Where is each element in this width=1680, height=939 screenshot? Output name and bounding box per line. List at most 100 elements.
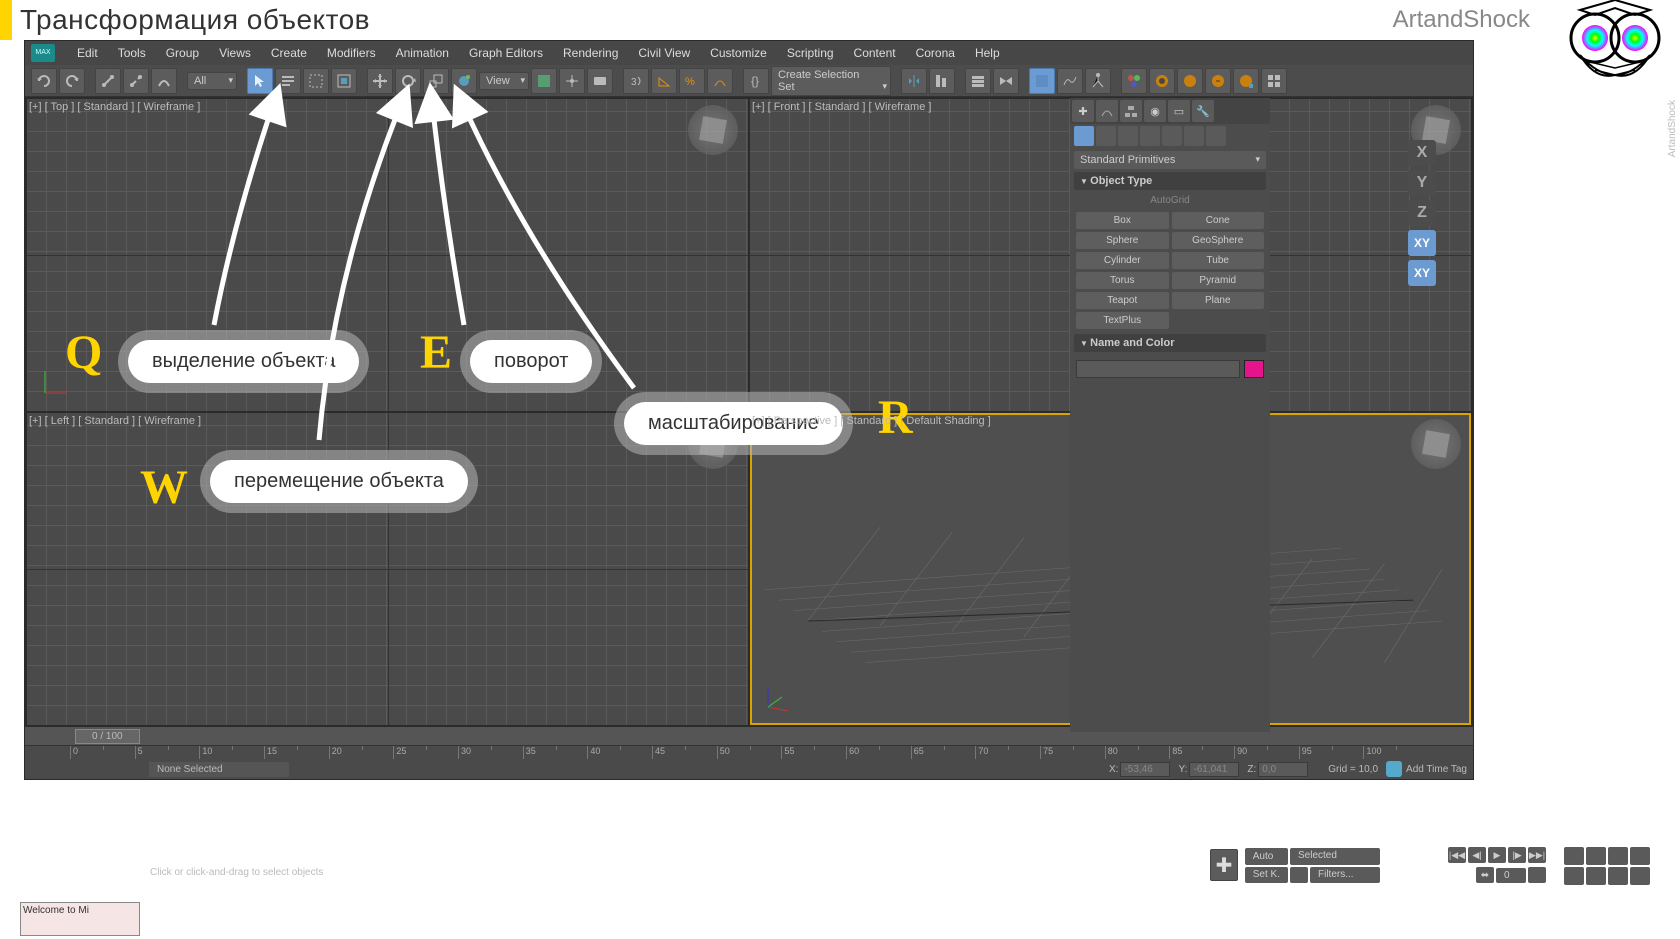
undo-button[interactable] [31, 68, 57, 94]
select-region-button[interactable] [303, 68, 329, 94]
lights-tab[interactable] [1118, 126, 1138, 146]
geometry-tab[interactable] [1074, 126, 1094, 146]
render-prod-button[interactable] [1233, 68, 1259, 94]
manipulate-button[interactable] [559, 68, 585, 94]
viewport-front-label[interactable]: [+] [ Front ] [ Standard ] [ Wireframe ] [752, 101, 931, 113]
window-crossing-button[interactable] [331, 68, 357, 94]
menu-modifiers[interactable]: Modifiers [317, 46, 386, 60]
render-frame-button[interactable] [1177, 68, 1203, 94]
curve-editor-button[interactable] [1029, 68, 1055, 94]
goto-start-button[interactable]: |◀◀ [1448, 847, 1466, 863]
autogrid-checkbox[interactable]: AutoGrid [1070, 192, 1270, 209]
render-button[interactable] [1205, 68, 1231, 94]
menu-scripting[interactable]: Scripting [777, 46, 844, 60]
cone-button[interactable]: Cone [1172, 212, 1265, 229]
object-name-input[interactable] [1076, 360, 1240, 378]
menu-civil[interactable]: Civil View [628, 46, 700, 60]
rotate-button[interactable] [395, 68, 421, 94]
time-slider-handle[interactable]: 0 / 100 [75, 729, 140, 744]
menu-bar[interactable]: MAX Edit Tools Group Views Create Modifi… [25, 41, 1473, 65]
cylinder-button[interactable]: Cylinder [1076, 252, 1169, 269]
toggle-ribbon-button[interactable] [993, 68, 1019, 94]
menu-tools[interactable]: Tools [108, 46, 156, 60]
zoom-button[interactable] [1564, 847, 1584, 865]
plane-button[interactable]: Plane [1172, 292, 1265, 309]
app-logo-icon[interactable]: MAX [31, 44, 55, 62]
move-button[interactable] [367, 68, 393, 94]
placement-button[interactable] [451, 68, 477, 94]
helpers-tab[interactable] [1162, 126, 1182, 146]
render-online-button[interactable] [1261, 68, 1287, 94]
x-constraint-button[interactable]: X [1408, 140, 1436, 166]
next-frame-button[interactable]: |▶ [1508, 847, 1526, 863]
maxscript-listener[interactable]: Welcome to Mi [20, 902, 140, 936]
dope-sheet-button[interactable] [1057, 68, 1083, 94]
menu-edit[interactable]: Edit [67, 46, 108, 60]
play-button[interactable]: ▶ [1488, 847, 1506, 863]
keyboard-shortcut-button[interactable] [587, 68, 613, 94]
prev-frame-button[interactable]: ◀| [1468, 847, 1486, 863]
z-constraint-button[interactable]: Z [1408, 200, 1436, 226]
add-time-tag[interactable]: Add Time Tag [1406, 764, 1467, 775]
set-key-mode-button[interactable]: Set K. [1245, 867, 1288, 883]
set-key-button[interactable]: ✚ [1210, 849, 1238, 881]
maximize-button[interactable] [1630, 867, 1650, 885]
cameras-tab[interactable] [1140, 126, 1160, 146]
selection-filter-dropdown[interactable]: All [187, 72, 237, 90]
select-by-name-button[interactable] [275, 68, 301, 94]
menu-animation[interactable]: Animation [386, 46, 459, 60]
time-config-button[interactable]: ⬌ [1476, 867, 1494, 883]
key-icon[interactable] [1290, 867, 1308, 883]
auto-key-button[interactable]: Auto [1245, 848, 1288, 865]
systems-tab[interactable] [1206, 126, 1226, 146]
menu-content[interactable]: Content [844, 46, 906, 60]
menu-views[interactable]: Views [209, 46, 261, 60]
viewcube-icon[interactable] [688, 105, 738, 155]
goto-end-button[interactable]: ▶▶| [1528, 847, 1546, 863]
viewport-persp-label[interactable]: [+] [ Perspective ] [ Standard ] [ Defau… [752, 415, 991, 427]
name-color-rollout[interactable]: Name and Color [1074, 334, 1266, 352]
display-tab[interactable]: ▭ [1168, 100, 1190, 122]
mirror-button[interactable] [901, 68, 927, 94]
sphere-button[interactable]: Sphere [1076, 232, 1169, 249]
coord-x-input[interactable] [1120, 762, 1170, 777]
menu-graph[interactable]: Graph Editors [459, 46, 553, 60]
percent-snap-button[interactable]: % [679, 68, 705, 94]
menu-group[interactable]: Group [156, 46, 209, 60]
menu-corona[interactable]: Corona [906, 46, 965, 60]
y-constraint-button[interactable]: Y [1408, 170, 1436, 196]
key-filters-dropdown[interactable]: Filters... [1310, 867, 1380, 883]
snap-button[interactable]: 3 [623, 68, 649, 94]
menu-rendering[interactable]: Rendering [553, 46, 628, 60]
coord-y-input[interactable] [1189, 762, 1239, 777]
torus-button[interactable]: Torus [1076, 272, 1169, 289]
menu-help[interactable]: Help [965, 46, 1010, 60]
bind-button[interactable] [151, 68, 177, 94]
fov-button[interactable] [1564, 867, 1584, 885]
pyramid-button[interactable]: Pyramid [1172, 272, 1265, 289]
current-frame-input[interactable]: 0 [1496, 868, 1526, 883]
unlink-button[interactable] [123, 68, 149, 94]
xy-constraint-button[interactable]: XY [1408, 230, 1436, 256]
zoom-all-button[interactable] [1586, 847, 1606, 865]
motion-tab[interactable]: ◉ [1144, 100, 1166, 122]
teapot-button[interactable]: Teapot [1076, 292, 1169, 309]
object-color-swatch[interactable] [1244, 360, 1264, 378]
schematic-button[interactable] [1085, 68, 1111, 94]
zoom-extents-button[interactable] [1608, 847, 1628, 865]
spinner-snap-button[interactable] [707, 68, 733, 94]
align-button[interactable] [929, 68, 955, 94]
coord-z-input[interactable] [1258, 762, 1308, 777]
primitive-category-dropdown[interactable]: Standard Primitives [1074, 151, 1266, 169]
scale-button[interactable] [423, 68, 449, 94]
utilities-tab[interactable]: 🔧 [1192, 100, 1214, 122]
pivot-button[interactable] [531, 68, 557, 94]
time-ruler[interactable]: 0 5 10 15 20 25 30 35 40 45 50 55 60 65 … [25, 745, 1473, 759]
xy2-constraint-button[interactable]: XY [1408, 260, 1436, 286]
redo-button[interactable] [59, 68, 85, 94]
time-config-icon[interactable] [1528, 867, 1546, 883]
time-tag-icon[interactable] [1386, 761, 1402, 777]
geosphere-button[interactable]: GeoSphere [1172, 232, 1265, 249]
modify-tab[interactable] [1096, 100, 1118, 122]
key-filter-dropdown[interactable]: Selected [1290, 848, 1380, 865]
